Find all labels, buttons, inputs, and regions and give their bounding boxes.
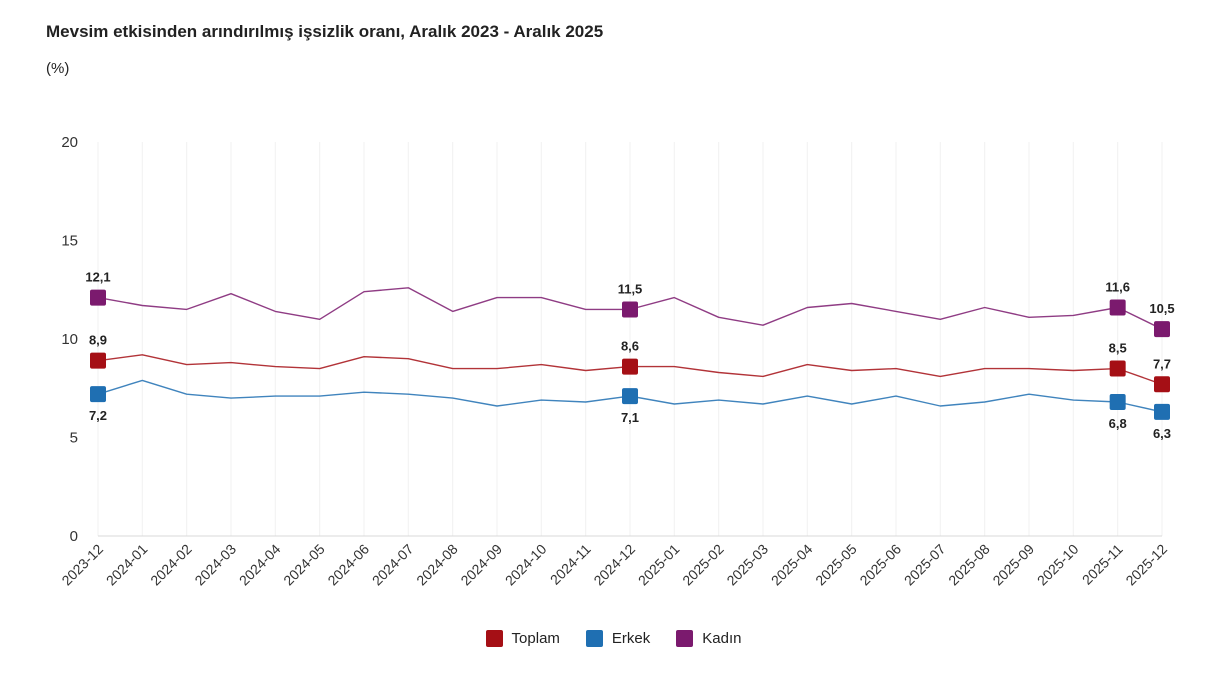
legend-label-toplam: Toplam — [511, 630, 560, 647]
data-marker-toplam — [1109, 360, 1126, 377]
x-tick-label: 2025-11 — [1079, 541, 1126, 588]
x-tick-label: 2024-06 — [324, 541, 372, 589]
data-marker-erkek — [1109, 394, 1126, 411]
data-marker-toplam — [1154, 376, 1170, 393]
data-label: 6,3 — [1153, 426, 1171, 441]
x-tick-label: 2025-01 — [635, 541, 683, 589]
data-marker-kadın — [1109, 299, 1126, 316]
x-tick-label: 2024-10 — [502, 541, 550, 589]
data-marker-erkek — [1154, 403, 1170, 420]
y-tick-label: 5 — [70, 430, 78, 447]
data-label: 7,7 — [1153, 356, 1171, 371]
data-marker-erkek — [622, 388, 638, 405]
data-marker-kadın — [90, 289, 106, 306]
x-tick-label: 2024-09 — [457, 541, 505, 589]
data-marker-toplam — [622, 358, 638, 375]
data-marker-kadın — [622, 301, 638, 318]
data-label: 11,5 — [618, 281, 643, 296]
data-label: 11,6 — [1105, 279, 1130, 294]
x-tick-label: 2024-04 — [236, 541, 284, 589]
x-tick-label: 2024-02 — [147, 541, 195, 589]
x-tick-label: 2023-12 — [58, 541, 106, 589]
x-tick-label: 2024-05 — [280, 541, 328, 589]
x-tick-label: 2025-12 — [1122, 541, 1170, 589]
x-tick-label: 2025-03 — [723, 541, 771, 589]
legend-item-kadin[interactable]: Kadın — [676, 630, 741, 647]
x-tick-label: 2024-01 — [103, 541, 151, 589]
x-tick-label: 2025-06 — [856, 541, 904, 589]
y-tick-label: 20 — [61, 134, 78, 151]
data-label: 10,5 — [1149, 301, 1174, 316]
data-label: 8,9 — [89, 333, 107, 348]
data-marker-erkek — [90, 386, 106, 403]
data-marker-kadın — [1154, 321, 1170, 338]
x-tick-label: 2025-04 — [768, 541, 816, 589]
legend-item-erkek[interactable]: Erkek — [585, 630, 651, 647]
x-tick-label: 2025-10 — [1034, 541, 1082, 589]
data-label: 12,1 — [85, 270, 110, 285]
data-label: 8,5 — [1109, 341, 1127, 356]
data-label: 6,8 — [1109, 416, 1127, 431]
legend-swatch-erkek — [585, 630, 603, 647]
legend-label-kadin: Kadın — [702, 630, 742, 647]
x-tick-label: 2024-03 — [191, 541, 239, 589]
chart-legend: Toplam Erkek Kadın — [0, 630, 1227, 647]
y-tick-label: 15 — [61, 233, 78, 250]
y-axis-unit-label: (%) — [46, 60, 70, 77]
data-marker-toplam — [90, 352, 106, 369]
legend-item-toplam[interactable]: Toplam — [485, 630, 560, 647]
line-chart: 051015202023-122024-012024-022024-032024… — [58, 134, 1174, 589]
legend-swatch-toplam — [485, 630, 503, 647]
y-tick-label: 0 — [70, 528, 78, 545]
x-tick-label: 2025-07 — [901, 541, 949, 589]
x-tick-label: 2025-08 — [945, 541, 993, 589]
data-label: 7,2 — [89, 408, 107, 423]
x-tick-label: 2025-05 — [812, 541, 860, 589]
data-label: 8,6 — [621, 339, 639, 354]
legend-label-erkek: Erkek — [611, 630, 651, 647]
x-tick-label: 2024-07 — [369, 541, 417, 589]
x-tick-label: 2024-08 — [413, 541, 461, 589]
chart-title: Mevsim etkisinden arındırılmış işsizlik … — [46, 22, 604, 41]
legend-swatch-kadin — [676, 630, 694, 647]
data-label: 7,1 — [621, 410, 639, 425]
y-tick-label: 10 — [61, 331, 78, 348]
x-tick-label: 2025-09 — [989, 541, 1037, 589]
x-tick-label: 2024-12 — [590, 541, 638, 589]
x-tick-label: 2024-11 — [547, 541, 594, 588]
x-tick-label: 2025-02 — [679, 541, 727, 589]
